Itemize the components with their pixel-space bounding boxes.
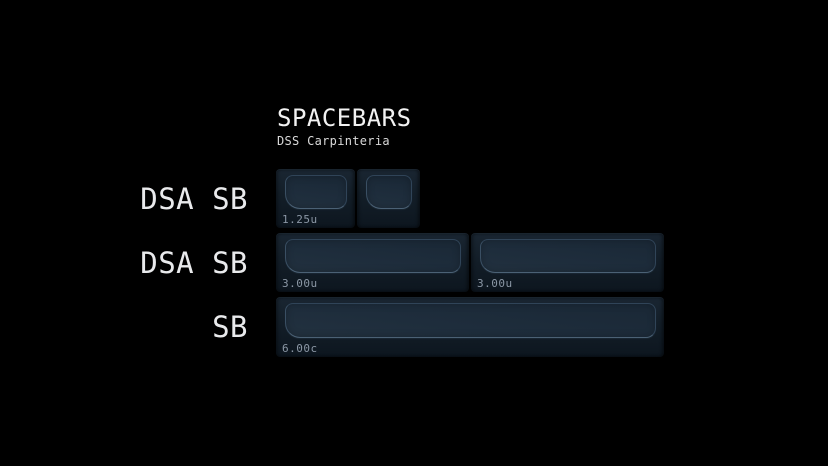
keycap-6.00c: 6.00c xyxy=(276,297,664,357)
keycap-top-surface xyxy=(285,175,347,209)
row-keys: 3.00u 3.00u xyxy=(276,233,664,292)
row-keys: 6.00c xyxy=(276,297,664,357)
kit-row: SB 6.00c xyxy=(0,297,664,357)
keycap-1u xyxy=(357,169,420,228)
keycap-3.00u: 3.00u xyxy=(276,233,469,292)
keycap-top-surface xyxy=(480,239,656,273)
header: SPACEBARS DSS Carpinteria xyxy=(277,105,412,149)
keycap-top-surface xyxy=(285,303,656,338)
keycap-rows: DSA SB 1.25u DSA SB 3.00u 3.00u SB 6.00c xyxy=(0,169,664,357)
keycap-top-surface xyxy=(366,175,412,209)
row-label: DSA SB xyxy=(140,245,248,280)
keycap-3.00u: 3.00u xyxy=(471,233,664,292)
keycap-size-label: 3.00u xyxy=(477,277,513,290)
kit-row: DSA SB 3.00u 3.00u xyxy=(0,233,664,292)
page-subtitle: DSS Carpinteria xyxy=(277,134,390,149)
page-title: SPACEBARS xyxy=(277,104,412,132)
keycap-top-surface xyxy=(285,239,461,273)
keycap-size-label: 3.00u xyxy=(282,277,318,290)
keycap-size-label: 1.25u xyxy=(282,213,318,226)
kit-row: DSA SB 1.25u xyxy=(0,169,664,228)
row-label: DSA SB xyxy=(140,181,248,216)
keycap-size-label: 6.00c xyxy=(282,342,318,355)
row-keys: 1.25u xyxy=(276,169,420,228)
keycap-1.25u: 1.25u xyxy=(276,169,355,228)
row-label: SB xyxy=(212,310,248,344)
